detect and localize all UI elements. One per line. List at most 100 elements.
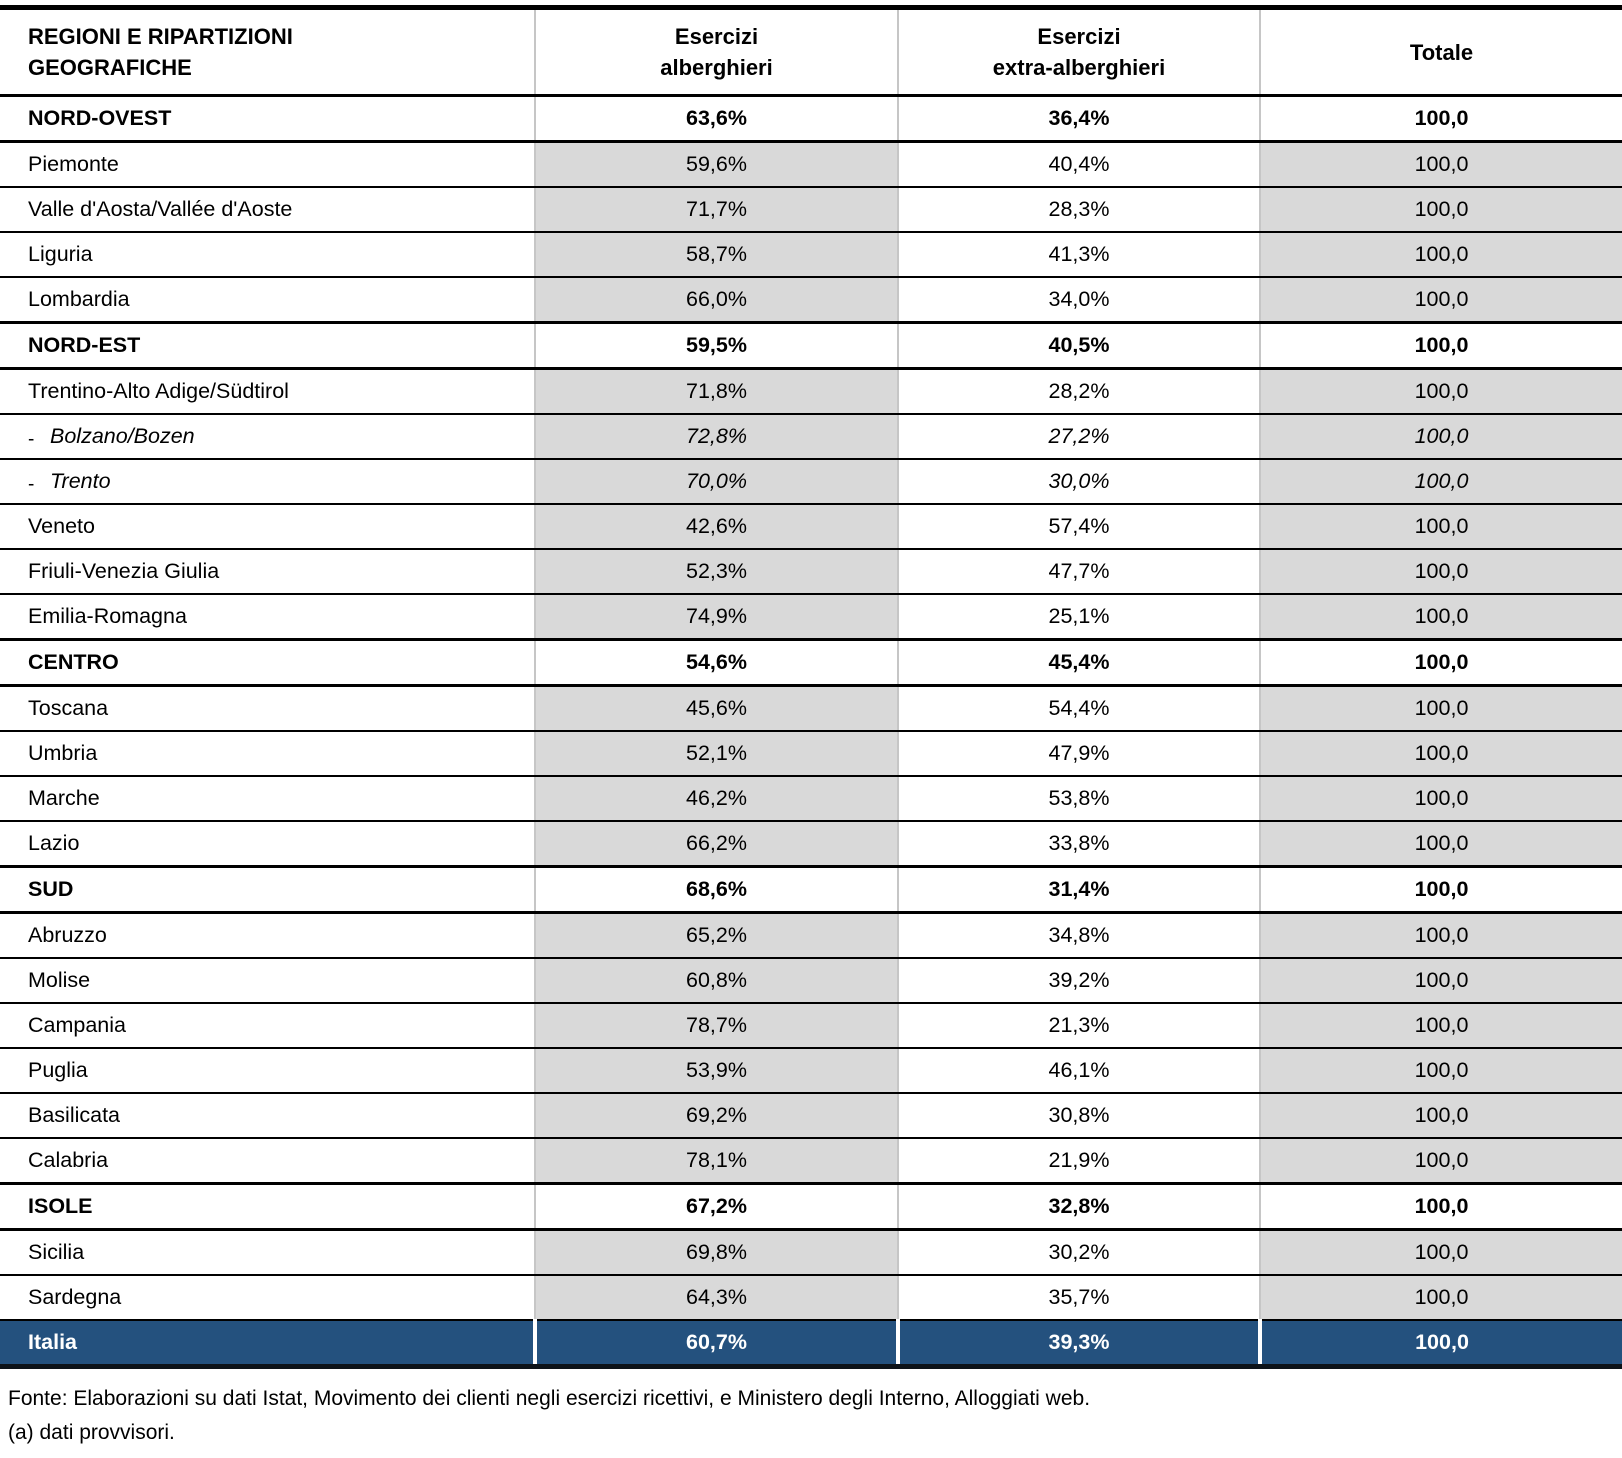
region-name: Toscana [28,696,109,720]
extra-value-cell: 47,9% [897,731,1260,777]
region-name-cell: - Trento [0,459,535,505]
region-name-cell: Lombardia [0,277,535,324]
region-name: Abruzzo [28,923,107,947]
alberghieri-value-cell: 60,7% [533,1319,898,1369]
alberghieri-value-cell: 68,6% [534,865,898,914]
table-row: Calabria 78,1% 21,9% 100,0 [0,1138,1622,1185]
table-row: SUD 68,6% 31,4% 100,0 [0,865,1622,914]
totale-value-cell: 100,0 [1259,685,1622,732]
region-name-cell: Umbria [0,731,535,777]
extra-value-cell: 32,8% [897,1182,1260,1231]
alberghieri-value-cell: 58,7% [534,232,898,278]
region-name-cell: Sicilia [0,1229,535,1276]
region-name-cell: Campania [0,1003,535,1049]
region-name-cell: Calabria [0,1138,535,1185]
extra-value-cell: 35,7% [897,1275,1260,1321]
table-row: NORD-EST 59,5% 40,5% 100,0 [0,321,1622,370]
region-name: Italia [28,1330,77,1354]
table-row: Friuli-Venezia Giulia 52,3% 47,7% 100,0 [0,549,1622,595]
alberghieri-value-cell: 67,2% [534,1182,898,1231]
alberghieri-value-cell: 71,8% [534,368,898,415]
region-name: Basilicata [28,1103,121,1127]
alberghieri-value-cell: 66,2% [534,821,898,868]
totale-value-cell: 100,0 [1259,912,1622,959]
region-name: Campania [28,1013,126,1037]
alberghieri-value-cell: 45,6% [534,685,898,732]
totale-value-cell: 100,0 [1259,277,1622,324]
extra-value-cell: 25,1% [897,594,1260,641]
region-name-cell: Toscana [0,685,535,732]
table-row: CENTRO 54,6% 45,4% 100,0 [0,638,1622,687]
region-name: SUD [28,877,74,901]
region-name: Veneto [28,514,95,538]
totale-value-cell: 100,0 [1259,187,1622,233]
region-name-cell: Basilicata [0,1093,535,1139]
source-note: Fonte: Elaborazioni su dati Istat, Movim… [8,1382,1622,1450]
extra-value-cell: 57,4% [897,504,1260,550]
totale-value-cell: 100,0 [1259,141,1622,188]
header-extra-alberghieri: Esercizi extra-alberghieri [897,5,1260,97]
extra-value-cell: 34,8% [897,912,1260,959]
extra-value-cell: 47,7% [897,549,1260,595]
region-name-cell: SUD [0,865,535,914]
header-totale: Totale [1259,5,1622,97]
alberghieri-value-cell: 42,6% [534,504,898,550]
totale-value-cell: 100,0 [1259,1138,1622,1185]
region-name-cell: Abruzzo [0,912,535,959]
table-row: Trentino-Alto Adige/Südtirol 71,8% 28,2% 10… [0,368,1622,415]
table-row: Veneto 42,6% 57,4% 100,0 [0,504,1622,550]
region-name-cell: Italia [0,1319,535,1369]
region-name: Molise [28,968,91,992]
header-totale-line1: Totale [1409,39,1474,65]
region-name-cell: Trentino-Alto Adige/Südtirol [0,368,535,415]
region-name: CENTRO [28,650,119,674]
extra-value-cell: 45,4% [897,638,1260,687]
extra-value-cell: 34,0% [897,277,1260,324]
totale-value-cell: 100,0 [1259,94,1622,143]
extra-value-cell: 28,3% [897,187,1260,233]
region-name: Sardegna [28,1285,122,1309]
totale-value-cell: 100,0 [1259,232,1622,278]
region-name: ISOLE [28,1194,93,1218]
header-extra-line1: Esercizi [1037,24,1121,49]
region-name: Trento [50,469,111,493]
alberghieri-value-cell: 59,5% [534,321,898,370]
header-region-line2: GEOGRAFICHE [28,55,192,80]
region-name-cell: Molise [0,958,535,1004]
header-region-line1: REGIONI E RIPARTIZIONI [28,24,293,49]
alberghieri-value-cell: 52,3% [534,549,898,595]
region-name-cell: NORD-EST [0,321,535,370]
source-line: Fonte: Elaborazioni su dati Istat, Movim… [8,1387,1091,1410]
region-name-cell: Lazio [0,821,535,868]
header-alberghieri-line2: alberghieri [660,55,773,80]
table-row: Toscana 45,6% 54,4% 100,0 [0,685,1622,732]
region-name: Valle d'Aosta/Vallée d'Aoste [28,197,293,221]
header-row: REGIONI E RIPARTIZIONI GEOGRAFICHE Eserc… [0,5,1622,97]
region-name: Trentino-Alto Adige/Südtirol [28,379,289,403]
totale-value-cell: 100,0 [1259,459,1622,505]
table-row: Liguria 58,7% 41,3% 100,0 [0,232,1622,278]
region-name-cell: Veneto [0,504,535,550]
totale-value-cell: 100,0 [1259,321,1622,370]
totale-value-cell: 100,0 [1259,731,1622,777]
alberghieri-value-cell: 52,1% [534,731,898,777]
region-name: Piemonte [28,152,119,176]
extra-value-cell: 36,4% [897,94,1260,143]
totale-value-cell: 100,0 [1259,504,1622,550]
extra-value-cell: 46,1% [897,1048,1260,1094]
region-name: Emilia-Romagna [28,604,187,628]
region-name-cell: - Bolzano/Bozen [0,414,535,460]
header-alberghieri: Esercizi alberghieri [534,5,898,97]
alberghieri-value-cell: 59,6% [534,141,898,188]
alberghieri-value-cell: 69,2% [534,1093,898,1139]
table-row: Piemonte 59,6% 40,4% 100,0 [0,141,1622,188]
extra-value-cell: 30,0% [897,459,1260,505]
table-row: - Trento 70,0% 30,0% 100,0 [0,459,1622,505]
alberghieri-value-cell: 60,8% [534,958,898,1004]
region-name: Calabria [28,1148,109,1172]
table-row: Sardegna 64,3% 35,7% 100,0 [0,1275,1622,1321]
extra-value-cell: 39,3% [896,1319,1260,1369]
alberghieri-value-cell: 78,1% [534,1138,898,1185]
totale-value-cell: 100,0 [1259,638,1622,687]
totale-value-cell: 100,0 [1259,1093,1622,1139]
